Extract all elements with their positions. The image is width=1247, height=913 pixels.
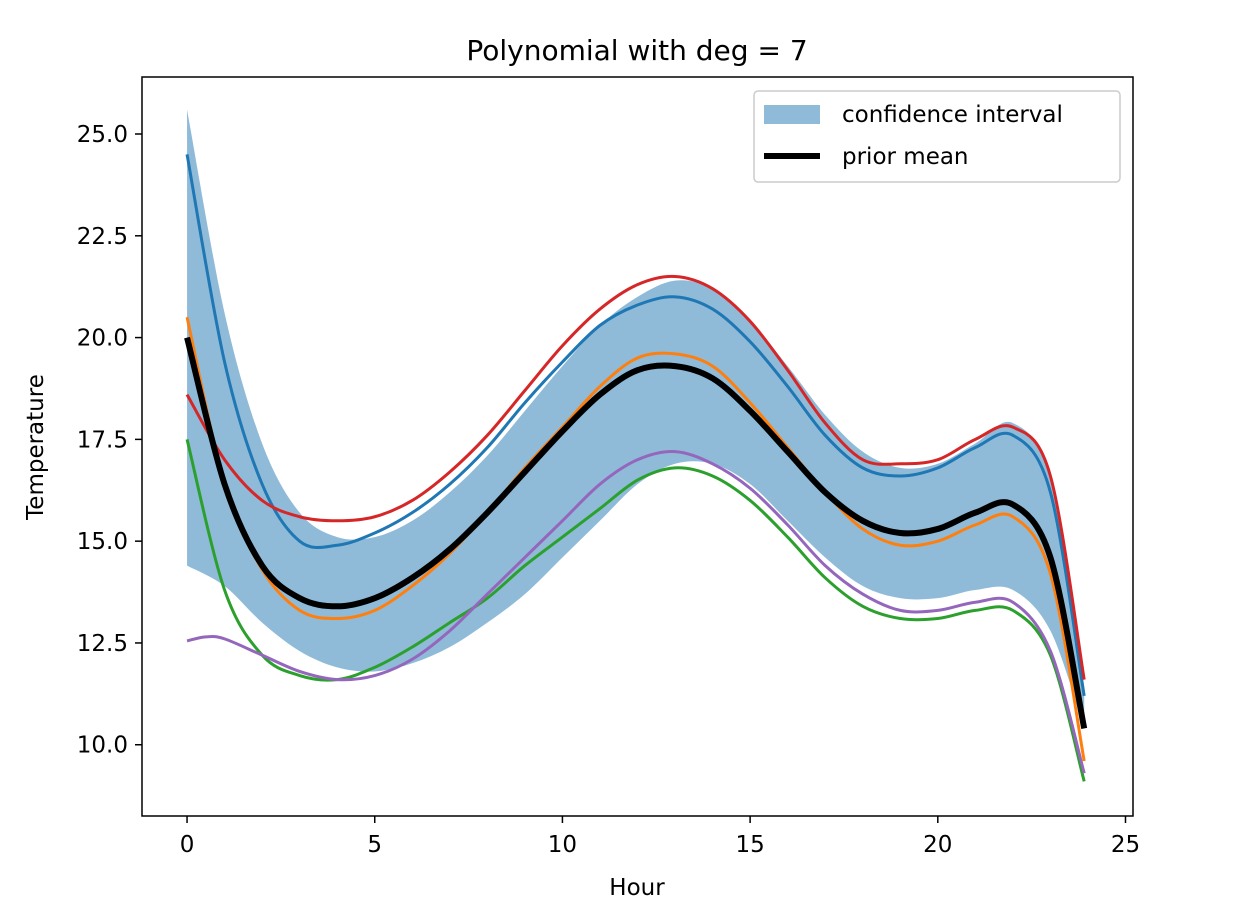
y-tick-label: 20.0 [77, 326, 128, 352]
x-tick-label: 0 [180, 832, 195, 858]
legend-box [753, 90, 1121, 183]
sample-curve-3 [185, 439, 1086, 782]
y-tick-label: 12.5 [77, 631, 128, 657]
legend-label-confidence-interval: confidence interval [842, 102, 1063, 128]
y-axis-ticks: 10.0 12.5 15.0 17.5 20.0 22.5 25.0 [77, 122, 142, 759]
x-tick-label: 10 [548, 832, 577, 858]
x-axis-ticks: 0 5 10 15 20 25 [180, 816, 1140, 858]
legend-label-prior-mean: prior mean [842, 144, 969, 170]
confidence-interval-band [187, 109, 1085, 729]
y-tick-label: 15.0 [77, 529, 128, 555]
x-tick-label: 20 [923, 832, 952, 858]
plot-frame [141, 76, 1134, 817]
y-tick-label: 25.0 [77, 122, 128, 148]
chart-title: Polynomial with deg = 7 [466, 34, 807, 67]
x-tick-label: 5 [367, 832, 382, 858]
prior-mean-line [184, 336, 1088, 730]
legend: confidence interval prior mean [753, 90, 1121, 183]
y-tick-label: 17.5 [77, 427, 128, 453]
y-tick-label: 10.0 [77, 733, 128, 759]
legend-swatch-confidence-interval [764, 105, 820, 124]
y-axis-label: Temperature [23, 374, 49, 521]
sample-curve-5 [186, 450, 1086, 774]
sample-curve-1 [185, 154, 1086, 697]
plot-layer [184, 109, 1088, 782]
x-axis-label: Hour [609, 875, 665, 901]
y-tick-label: 22.5 [77, 224, 128, 250]
sample-curve-4 [185, 274, 1086, 680]
sample-curve-2 [185, 316, 1086, 762]
x-tick-label: 25 [1111, 832, 1140, 858]
x-tick-label: 15 [735, 832, 764, 858]
